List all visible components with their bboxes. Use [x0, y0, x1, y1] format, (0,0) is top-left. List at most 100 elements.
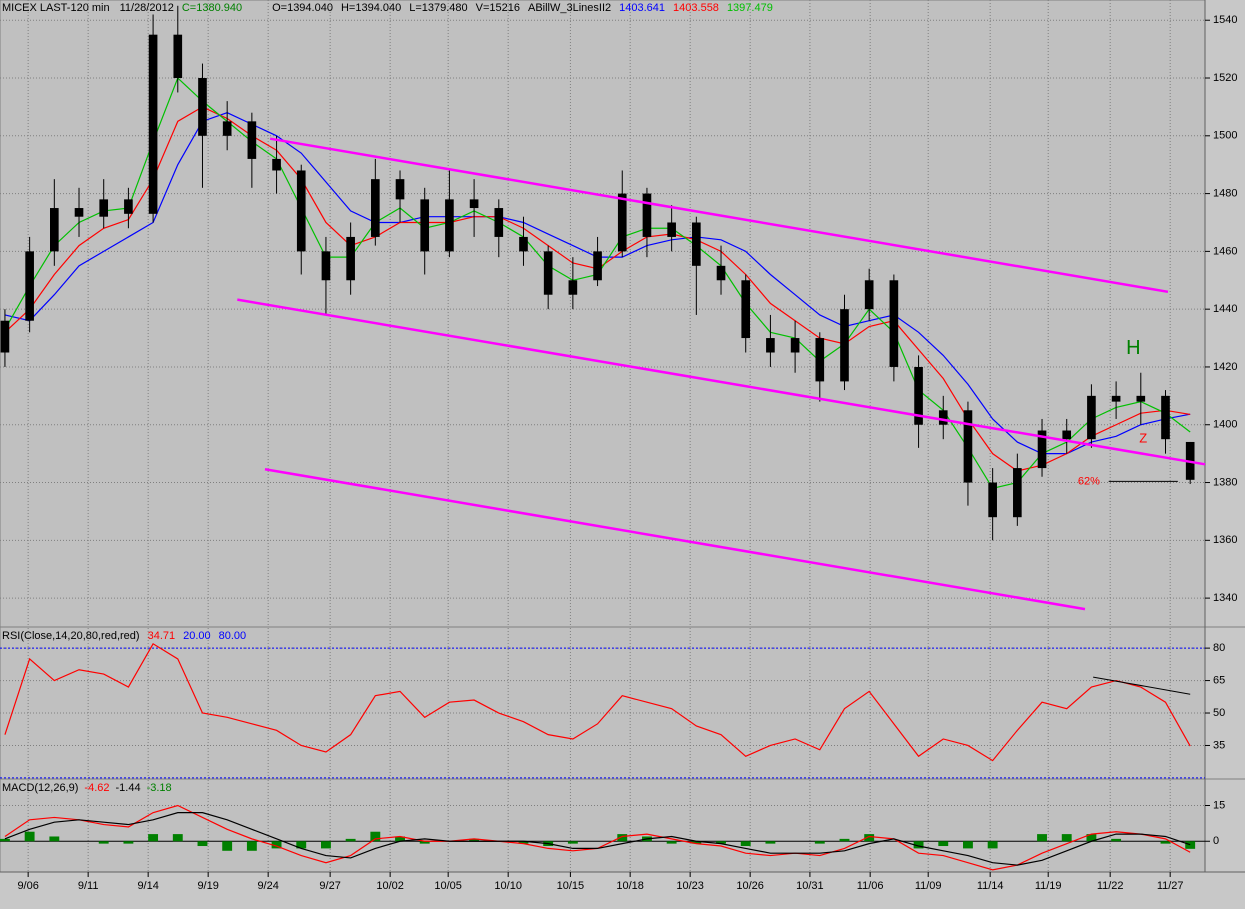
- header-text: RSI(Close,14,20,80,red,red): [2, 630, 140, 642]
- candle-body: [815, 338, 825, 382]
- candle-body: [840, 309, 849, 382]
- histogram-bar: [814, 841, 825, 844]
- histogram-bar: [864, 834, 875, 842]
- x-tick-label: 11/06: [857, 880, 884, 892]
- histogram-bar: [296, 841, 307, 849]
- histogram-bar: [345, 838, 356, 842]
- histogram-bar: [691, 841, 702, 844]
- header-text: 80.00: [219, 630, 247, 642]
- histogram-bar: [0, 838, 10, 842]
- candle-body: [50, 208, 59, 252]
- candle-body: [99, 199, 109, 217]
- header-text: O=1394.040: [272, 2, 333, 14]
- annotation: H: [1126, 337, 1140, 359]
- histogram-bar: [271, 841, 282, 849]
- candle-body: [864, 280, 874, 310]
- histogram-bar: [716, 841, 726, 844]
- histogram-bar: [765, 841, 776, 844]
- y-tick-label: 1340: [1213, 592, 1237, 604]
- histogram-bar: [938, 841, 949, 847]
- y-tick-label: 15: [1213, 799, 1225, 811]
- x-tick-label: 10/02: [376, 880, 404, 892]
- histogram-bar: [518, 841, 529, 844]
- histogram-bar: [123, 841, 134, 844]
- x-tick-label: 10/23: [676, 880, 704, 892]
- trend-line: [237, 298, 1206, 466]
- candle-body: [692, 222, 701, 266]
- header-text: -3.18: [147, 782, 172, 794]
- candle-body: [272, 158, 281, 171]
- x-tick-label: 11/09: [915, 880, 942, 892]
- candle-body: [741, 280, 751, 339]
- candle-body: [1037, 430, 1047, 469]
- x-tick-label: 9/14: [137, 880, 158, 892]
- candle-body: [790, 338, 800, 353]
- candle-body: [74, 208, 84, 217]
- candle-body: [321, 251, 331, 281]
- y-tick-label: 1440: [1213, 303, 1237, 315]
- candle-body: [593, 251, 602, 281]
- candle-body: [148, 34, 158, 214]
- histogram-bar: [1061, 834, 1072, 842]
- header-text: MACD(12,26,9): [2, 782, 78, 794]
- x-tick-label: 9/24: [257, 880, 278, 892]
- candle-body: [469, 199, 479, 209]
- rsi-line: [4, 642, 1191, 762]
- trend-line: [1093, 676, 1191, 695]
- histogram-bar: [987, 841, 998, 849]
- histogram-bar: [740, 841, 751, 847]
- candle-body: [1161, 395, 1170, 440]
- header-text: 11/28/2012: [120, 2, 174, 14]
- y-tick-label: 1380: [1213, 476, 1237, 488]
- annotation: Z: [1139, 431, 1147, 446]
- x-tick-label: 11/27: [1157, 880, 1184, 892]
- header-text: H=1394.040: [341, 2, 401, 14]
- candle-body: [667, 222, 676, 237]
- candle-body: [1111, 395, 1121, 402]
- header-text: 1403.558: [673, 2, 719, 14]
- plot-area: [0, 0, 1206, 873]
- header-text: L=1379.480: [409, 2, 467, 14]
- y-tick-label: 65: [1213, 674, 1225, 686]
- histogram-bar: [1086, 834, 1097, 842]
- x-tick-label: 10/05: [434, 880, 462, 892]
- candle-body: [296, 170, 306, 252]
- x-tick-label: 10/15: [557, 880, 585, 892]
- histogram-bar: [567, 841, 578, 844]
- y-tick-label: 1360: [1213, 534, 1237, 546]
- candle-body: [371, 179, 380, 237]
- header-text: MICEX LAST-120 min: [2, 2, 110, 14]
- histogram-bar: [839, 838, 850, 842]
- histogram-bar: [321, 841, 331, 849]
- candle-body: [1087, 395, 1096, 440]
- candle-body: [346, 236, 355, 281]
- y-tick-label: 1460: [1213, 245, 1237, 257]
- histogram-bar: [395, 836, 405, 842]
- candle-body: [519, 236, 528, 252]
- candle-body: [247, 121, 257, 159]
- histogram-bar: [148, 834, 159, 842]
- candle-body: [543, 251, 553, 295]
- header-text: -1.44: [116, 782, 141, 794]
- histogram-bar: [172, 834, 183, 842]
- x-tick-label: 11/19: [1035, 880, 1062, 892]
- candle-body: [395, 179, 405, 200]
- header-text: C=1380.940: [182, 2, 242, 14]
- histogram-bar: [370, 831, 381, 842]
- histogram-bar: [1160, 841, 1171, 844]
- histogram-bar: [49, 836, 60, 842]
- candle-body: [0, 320, 10, 353]
- histogram-bar: [963, 841, 973, 849]
- y-tick-label: 1500: [1213, 130, 1237, 142]
- trend-line: [264, 468, 1086, 611]
- y-tick-label: 0: [1213, 835, 1219, 847]
- x-tick-label: 10/31: [796, 880, 824, 892]
- candle-body: [173, 34, 183, 79]
- candle-body: [914, 366, 923, 425]
- candle-body: [889, 280, 899, 367]
- candle-body: [420, 199, 430, 252]
- y-tick-label: 1520: [1213, 72, 1237, 84]
- header-text: 20.00: [183, 630, 211, 642]
